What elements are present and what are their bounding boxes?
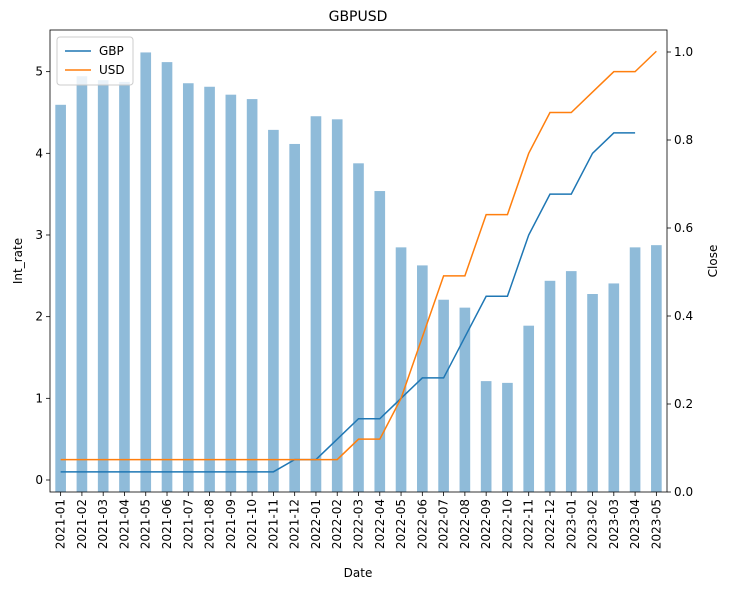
y2-tick-label: 0.2 <box>674 397 693 411</box>
x-tick-label: 2022-10 <box>500 499 514 549</box>
bar <box>55 104 66 493</box>
bar <box>502 382 513 492</box>
x-tick-label: 2021-10 <box>245 499 259 549</box>
bar <box>161 62 173 493</box>
x-tick-label: 2023-04 <box>628 499 642 549</box>
legend-box <box>56 36 134 86</box>
x-tick-label: 2021-07 <box>181 499 195 549</box>
line-series <box>60 132 636 473</box>
line-series <box>60 50 657 461</box>
x-tick-label: 2021-02 <box>75 499 89 549</box>
x-tick-label: 2023-05 <box>649 499 663 549</box>
x-tick-label: 2021-05 <box>139 499 153 549</box>
bar <box>395 247 407 492</box>
bar <box>608 283 620 492</box>
bar <box>182 83 194 493</box>
x-tick-label: 2022-09 <box>479 499 493 549</box>
y-axis-label: Int_rate <box>11 238 25 284</box>
bar <box>374 191 386 493</box>
x-tick-label: 2022-07 <box>437 499 451 549</box>
chart-title: GBPUSD <box>329 9 388 25</box>
bar <box>246 99 258 492</box>
bar <box>140 52 152 492</box>
bar <box>97 80 109 492</box>
y-tick-label: 3 <box>35 228 43 242</box>
x-tick-label: 2022-11 <box>522 499 536 549</box>
bar <box>565 271 577 492</box>
x-tick-label: 2022-01 <box>309 499 323 549</box>
bar <box>651 245 662 492</box>
y2-tick-label: 0.0 <box>674 485 693 499</box>
y-tick-label: 0 <box>35 473 43 487</box>
bar <box>629 247 641 492</box>
bar <box>268 129 279 492</box>
x-tick-label: 2021-09 <box>224 499 238 549</box>
bar <box>353 163 364 492</box>
bar <box>331 119 343 492</box>
x-tick-label: 2023-01 <box>564 499 578 549</box>
legend-label: GBP <box>99 44 124 58</box>
bar <box>544 280 556 492</box>
x-tick-label: 2022-08 <box>458 499 472 549</box>
bar <box>225 94 237 493</box>
bar <box>289 143 300 492</box>
y2-axis-label: Close <box>706 245 720 278</box>
x-tick-label: 2021-11 <box>266 499 280 549</box>
bar <box>438 299 449 492</box>
y-tick-label: 5 <box>35 65 43 79</box>
y-tick-label: 4 <box>35 146 43 160</box>
x-tick-label: 2021-01 <box>54 499 68 549</box>
legend-label: USD <box>99 63 125 77</box>
bar <box>480 381 492 492</box>
x-tick-label: 2022-05 <box>394 499 408 549</box>
x-tick-label: 2022-04 <box>373 499 387 549</box>
bar <box>459 307 471 492</box>
x-tick-label: 2021-06 <box>160 499 174 549</box>
x-tick-label: 2022-03 <box>352 499 366 549</box>
y-tick-label: 1 <box>35 391 43 405</box>
y-tick-label: 2 <box>35 310 43 324</box>
bar <box>310 116 322 493</box>
x-tick-label: 2021-12 <box>288 499 302 549</box>
x-tick-label: 2022-06 <box>415 499 429 549</box>
x-tick-label: 2023-02 <box>586 499 600 549</box>
y2-tick-label: 0.4 <box>674 309 693 323</box>
bar <box>587 294 598 492</box>
x-tick-label: 2021-03 <box>96 499 110 549</box>
x-tick-label: 2021-08 <box>203 499 217 549</box>
x-tick-label: 2021-04 <box>117 499 131 549</box>
y2-tick-label: 1.0 <box>674 45 693 59</box>
y2-tick-label: 0.6 <box>674 221 693 235</box>
bar <box>119 81 130 493</box>
x-tick-label: 2023-03 <box>607 499 621 549</box>
x-axis-label: Date <box>344 566 373 580</box>
bar <box>76 76 88 492</box>
x-tick-label: 2022-02 <box>330 499 344 549</box>
bar <box>204 86 215 492</box>
bar <box>523 325 535 492</box>
y2-tick-label: 0.8 <box>674 133 693 147</box>
x-tick-label: 2022-12 <box>543 499 557 549</box>
